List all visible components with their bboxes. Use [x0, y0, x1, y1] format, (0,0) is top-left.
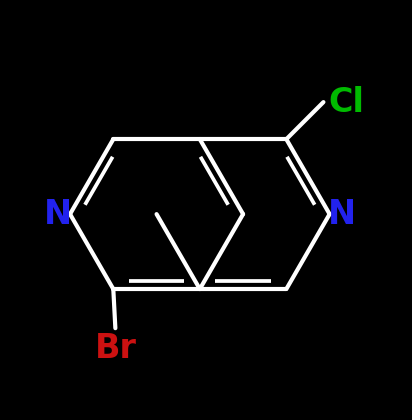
Text: Br: Br: [94, 332, 136, 365]
Text: N: N: [44, 198, 72, 231]
Text: N: N: [328, 198, 356, 231]
Text: Cl: Cl: [328, 86, 364, 118]
